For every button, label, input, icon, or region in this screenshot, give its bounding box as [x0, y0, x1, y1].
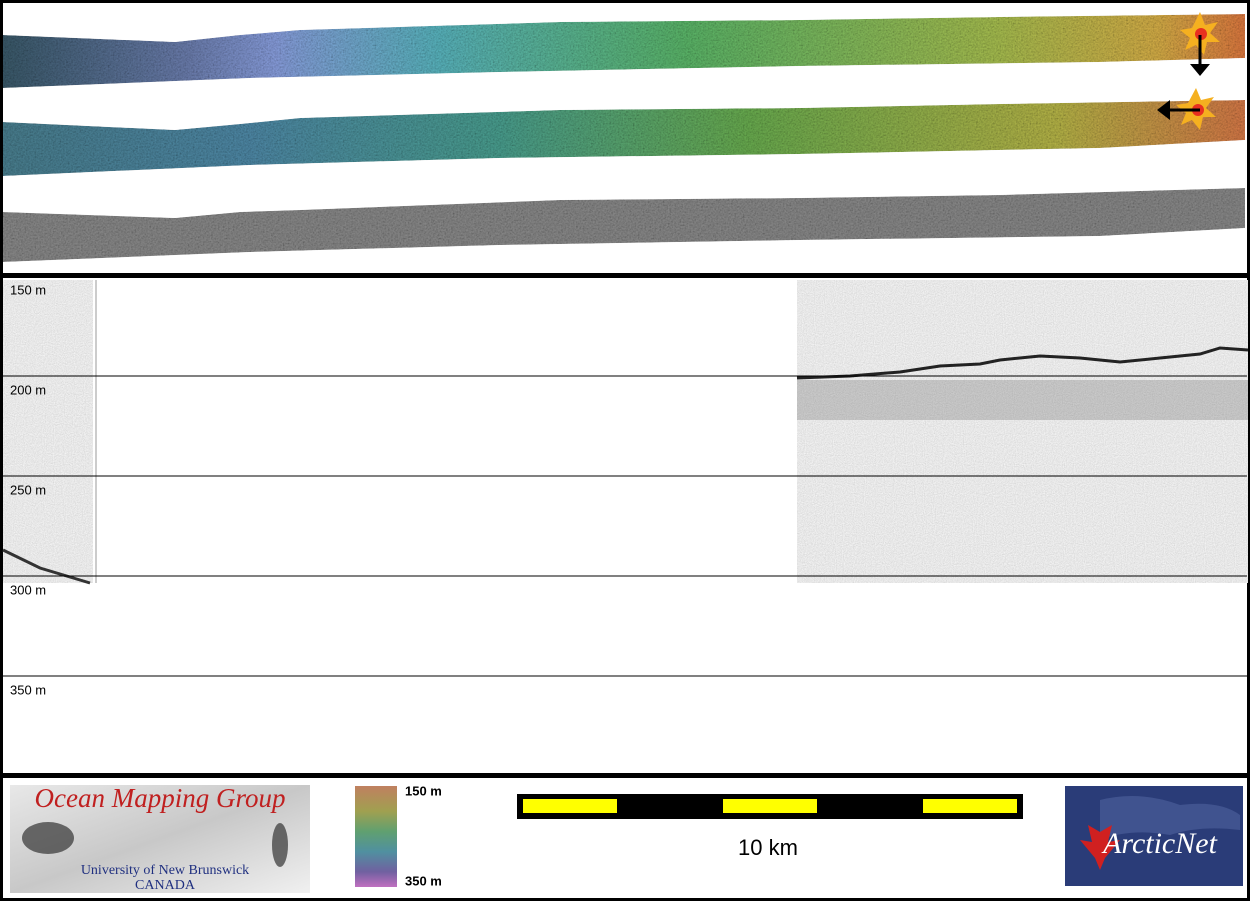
sub-bottom: [797, 380, 1248, 420]
swath-panel: [3, 12, 1245, 262]
divider: [0, 773, 1250, 778]
arcticnet-logo: ArcticNet: [1065, 786, 1243, 886]
colorbar-label: 350 m: [405, 873, 442, 888]
seabed-trace: [2, 548, 91, 585]
omg-logo: Ocean Mapping Group University of New Br…: [10, 783, 310, 893]
depth-label: 150 m: [10, 282, 46, 297]
depth-label: 300 m: [10, 582, 46, 597]
direction-icon: [1157, 88, 1216, 130]
depth-label: 350 m: [10, 682, 46, 697]
sidescan-strip: [3, 188, 1245, 262]
profile-data: [3, 280, 93, 583]
direction-icon: [1180, 12, 1220, 76]
seabed-trace: [796, 346, 1249, 380]
swath-strip: [3, 14, 1245, 88]
logo-university: University of New Brunswick: [81, 863, 249, 878]
swath-strip: [3, 100, 1245, 176]
colorbar-label: 150 m: [405, 783, 442, 798]
divider: [0, 273, 1250, 278]
scale-bar: [517, 794, 1023, 819]
logo-title: Ocean Mapping Group: [35, 783, 286, 813]
profile-panel: [2, 280, 1249, 585]
partner-title: ArcticNet: [1101, 827, 1218, 860]
depth-label: 250 m: [10, 482, 46, 497]
profile-data: [797, 280, 1248, 583]
footer: Ocean Mapping Group University of New Br…: [10, 783, 1243, 893]
depth-label: 200 m: [10, 382, 46, 397]
colorbar: [355, 786, 397, 887]
logo-country: CANADA: [135, 878, 196, 893]
scale-label: 10 km: [738, 835, 798, 860]
